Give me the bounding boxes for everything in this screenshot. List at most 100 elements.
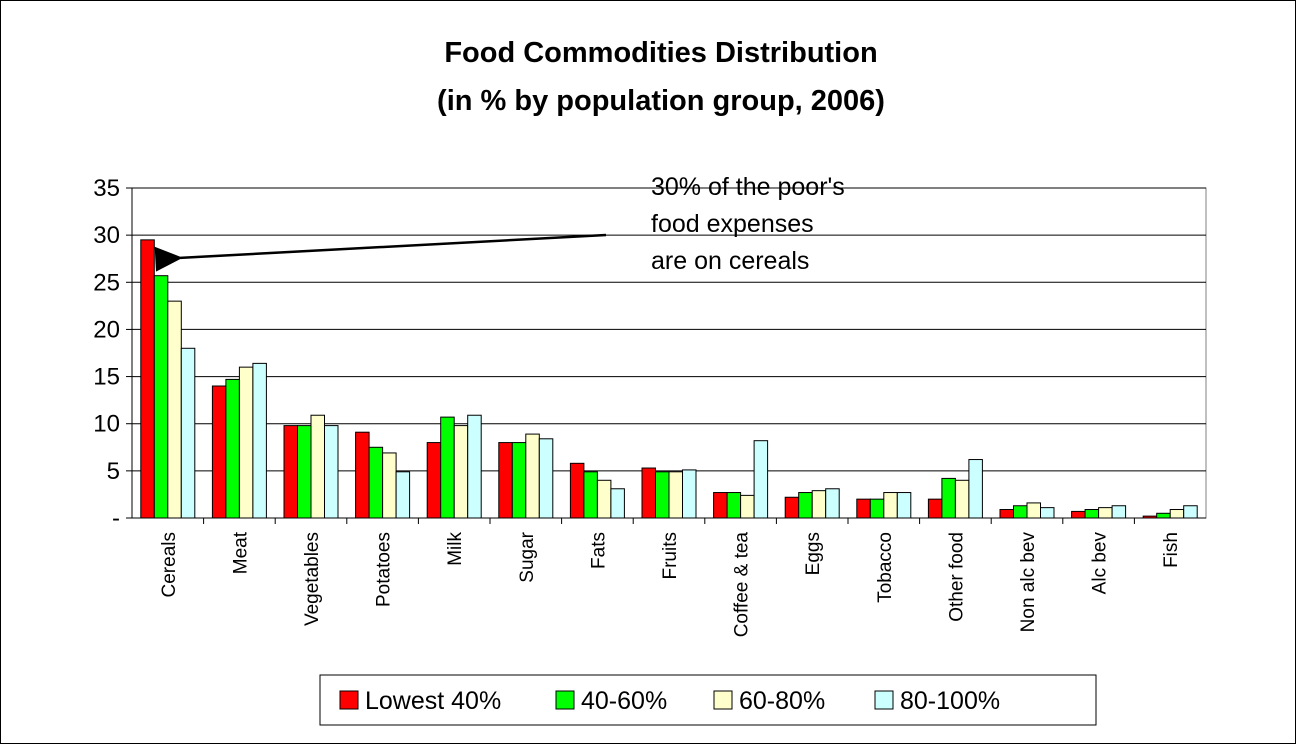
legend-label: 60-80% xyxy=(739,687,825,715)
bar-40-60--vegetables xyxy=(297,425,312,519)
bar-80-100--alc-bev xyxy=(1111,505,1127,519)
legend-swatch xyxy=(874,690,894,710)
legend-label: Lowest 40% xyxy=(365,687,501,715)
bar-lowest-40--eggs xyxy=(784,496,800,519)
bar-80-100--fats xyxy=(610,488,625,519)
legend-swatch xyxy=(713,690,733,710)
x-tick-label: Alc bev xyxy=(1090,532,1111,595)
y-tick-label: 35 xyxy=(93,175,120,202)
annotation-text-line: are on cereals xyxy=(651,247,809,275)
bar-40-60--non-alc-bev xyxy=(1013,505,1028,519)
chart-subtitle: (in % by population group, 2006) xyxy=(437,85,885,117)
y-tick-label: - xyxy=(112,505,120,532)
bar-60-80--eggs xyxy=(811,490,827,519)
bar-60-80--fish xyxy=(1169,509,1185,519)
bar-40-60--fish xyxy=(1156,512,1171,519)
bar-60-80--fruits xyxy=(668,471,683,519)
annotation-text-line: 30% of the poor's xyxy=(651,173,845,201)
bar-40-60--coffee-tea xyxy=(726,492,742,519)
bar-60-80--tobacco xyxy=(883,492,898,519)
x-tick-label: Coffee & tea xyxy=(732,532,753,638)
bar-lowest-40--meat xyxy=(211,385,227,519)
bar-lowest-40--fruits xyxy=(641,467,656,519)
bar-lowest-40--fats xyxy=(569,462,585,519)
bar-80-100--eggs xyxy=(825,488,840,519)
plot-area: - 5 10 15 20 25 30 35 Cereals Meat Vegetables Potat… xyxy=(93,173,1207,726)
legend-label: 40-60% xyxy=(581,687,667,715)
bar-60-80--sugar xyxy=(525,433,540,519)
annotation-text-line: food expenses xyxy=(651,210,814,238)
bar-80-100--milk xyxy=(467,414,482,519)
legend-swatch xyxy=(555,690,575,710)
bar-80-100--fish xyxy=(1183,505,1198,519)
bar-40-60--sugar xyxy=(511,442,527,519)
x-tick-label: Cereals xyxy=(159,532,180,597)
legend-box xyxy=(319,674,1097,726)
bar-80-100--other-food xyxy=(968,459,983,519)
bar-80-100--cereals xyxy=(180,347,196,519)
bar-lowest-40--vegetables xyxy=(283,425,298,519)
x-tick-label: Vegetables xyxy=(302,532,323,626)
bar-lowest-40--fish xyxy=(1142,515,1158,519)
x-tick-label: Non alc bev xyxy=(1018,532,1039,633)
x-tick-label: Other food xyxy=(946,532,967,622)
bar-80-100--sugar xyxy=(538,438,554,519)
bar-lowest-40--non-alc-bev xyxy=(999,509,1014,519)
bar-60-80--meat xyxy=(238,366,254,519)
y-tick-label: 25 xyxy=(93,269,120,296)
bar-60-80--coffee-tea xyxy=(740,494,755,519)
x-tick-label: Fish xyxy=(1161,532,1182,568)
x-tick-label: Fats xyxy=(588,532,609,569)
x-tick-label: Potatoes xyxy=(374,532,395,607)
bar-80-100--vegetables xyxy=(324,425,339,519)
bar-80-100--meat xyxy=(252,362,267,519)
bar-60-80--fats xyxy=(596,479,612,519)
bar-60-80--other-food xyxy=(954,479,970,519)
bar-40-60--other-food xyxy=(941,477,956,519)
bar-lowest-40--potatoes xyxy=(355,431,370,519)
y-tick-label: 20 xyxy=(93,316,120,343)
chart-title: Food Commodities Distribution xyxy=(444,37,877,69)
bar-80-100--potatoes xyxy=(395,471,411,519)
bar-40-60--cereals xyxy=(153,275,169,519)
bar-40-60--meat xyxy=(225,378,240,519)
bar-40-60--alc-bev xyxy=(1084,509,1100,519)
bar-60-80--cereals xyxy=(167,300,182,519)
annotation-arrow xyxy=(154,233,607,272)
bar-60-80--non-alc-bev xyxy=(1026,502,1041,519)
bar-80-100--fruits xyxy=(682,469,697,519)
x-tick-label: Milk xyxy=(445,532,466,566)
bar-40-60--tobacco xyxy=(869,498,885,519)
bar-40-60--fruits xyxy=(655,471,670,519)
x-tick-label: Tobacco xyxy=(875,532,896,603)
bar-60-80--potatoes xyxy=(382,452,397,519)
y-tick-label: 5 xyxy=(107,458,120,485)
y-tick-label: 30 xyxy=(93,222,120,249)
x-tick-label: Eggs xyxy=(803,532,824,575)
bar-40-60--potatoes xyxy=(368,446,384,519)
x-tick-label: Meat xyxy=(230,531,251,574)
bar-lowest-40--alc-bev xyxy=(1071,510,1086,519)
bar-40-60--eggs xyxy=(798,492,813,519)
x-tick-label: Sugar xyxy=(517,531,538,582)
bar-40-60--milk xyxy=(440,416,455,519)
y-tick-label: 10 xyxy=(93,411,120,438)
bar-60-80--alc-bev xyxy=(1098,507,1113,519)
bar-60-80--vegetables xyxy=(310,414,325,519)
bar-80-100--coffee-tea xyxy=(753,440,769,519)
bar-60-80--milk xyxy=(453,425,469,519)
bar-lowest-40--other-food xyxy=(927,498,943,519)
y-tick-label: 15 xyxy=(93,364,120,391)
bar-80-100--non-alc-bev xyxy=(1040,507,1055,519)
bar-lowest-40--coffee-tea xyxy=(713,492,728,519)
bar-lowest-40--sugar xyxy=(498,442,513,519)
bar-lowest-40--cereals xyxy=(140,239,155,519)
x-tick-label: Fruits xyxy=(660,532,681,580)
legend-swatch xyxy=(339,690,359,710)
bar-40-60--fats xyxy=(583,471,598,519)
legend-label: 80-100% xyxy=(900,687,1000,715)
bar-lowest-40--tobacco xyxy=(856,498,871,519)
bar-lowest-40--milk xyxy=(426,442,442,519)
